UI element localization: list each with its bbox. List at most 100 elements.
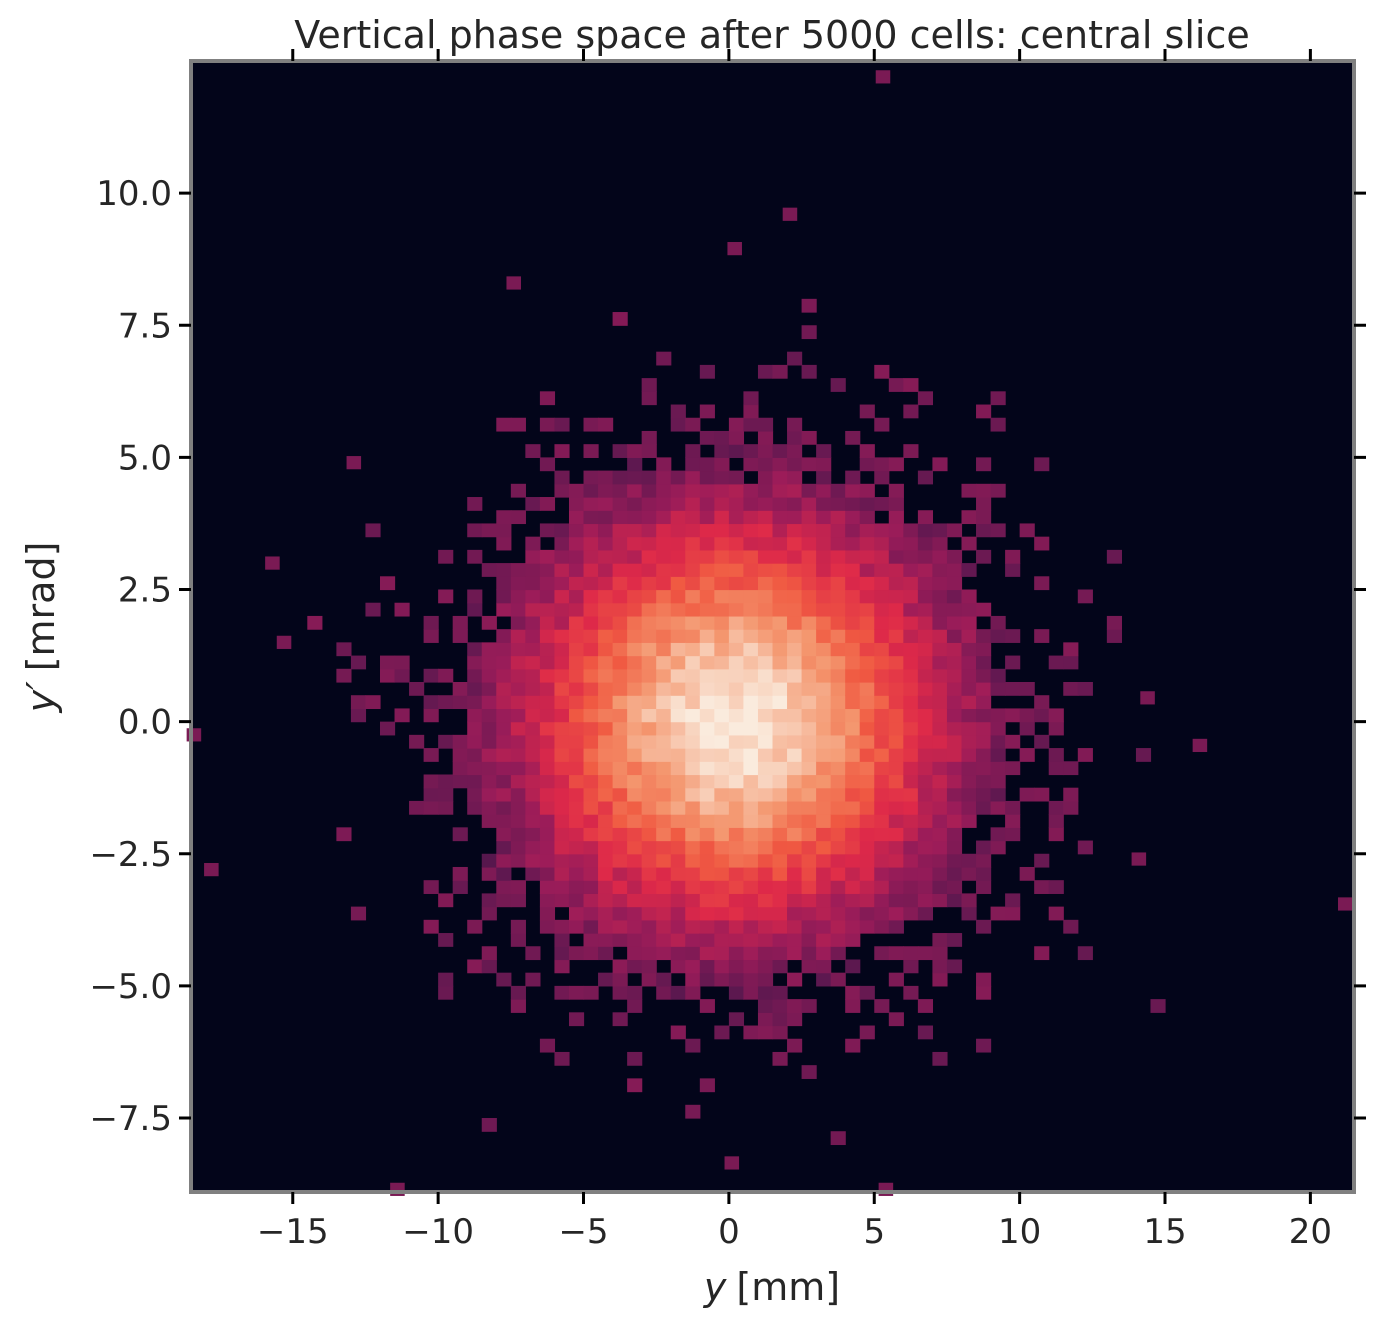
histogram-cell <box>539 893 556 908</box>
histogram-cell <box>670 734 686 749</box>
histogram-cell <box>787 563 803 577</box>
histogram-cell <box>888 629 904 643</box>
histogram-cell <box>757 563 774 577</box>
histogram-cell <box>728 787 745 802</box>
histogram-cell <box>656 510 672 525</box>
histogram-cell <box>525 668 541 683</box>
histogram-cell <box>525 946 541 961</box>
histogram-cell <box>685 800 701 815</box>
histogram-cell <box>350 906 367 921</box>
histogram-cell <box>976 510 992 525</box>
histogram-cell <box>481 721 497 736</box>
histogram-cell <box>801 787 817 802</box>
histogram-cell <box>859 589 875 604</box>
histogram-cell <box>757 523 774 538</box>
histogram-cell <box>714 787 730 802</box>
histogram-cell <box>961 695 977 710</box>
histogram-cell <box>874 761 890 776</box>
histogram-cell <box>859 774 875 789</box>
histogram-cell <box>816 681 832 696</box>
histogram-cell <box>627 708 643 723</box>
histogram-cell <box>903 681 919 696</box>
histogram-cell <box>801 734 817 749</box>
histogram-cell <box>568 523 585 538</box>
histogram-cell <box>743 734 759 749</box>
histogram-cell <box>801 866 817 881</box>
histogram-cell <box>976 457 992 472</box>
histogram-cell <box>932 681 948 696</box>
histogram-cell <box>554 576 570 591</box>
histogram-cell <box>845 549 861 564</box>
histogram-cell <box>787 655 803 670</box>
histogram-cell <box>816 761 832 776</box>
histogram-cell <box>627 985 643 1000</box>
histogram-cell <box>554 629 570 643</box>
histogram-cell <box>714 589 730 604</box>
histogram-cell <box>859 523 875 538</box>
histogram-cell <box>946 893 963 908</box>
histogram-cell <box>787 483 803 498</box>
histogram-cell <box>757 866 774 881</box>
histogram-cell <box>598 563 614 577</box>
histogram-cell <box>714 470 730 485</box>
histogram-cell <box>423 748 439 762</box>
histogram-cell <box>496 814 512 828</box>
histogram-cell <box>481 906 497 921</box>
histogram-cell <box>496 417 512 432</box>
histogram-cell <box>917 827 934 842</box>
histogram-cell <box>845 430 861 445</box>
histogram-cell <box>496 602 512 617</box>
outlier-cell <box>1140 691 1155 705</box>
histogram-cell <box>990 615 1006 630</box>
histogram-cell <box>525 774 541 789</box>
histogram-cell <box>976 602 992 617</box>
histogram-cell <box>583 549 599 564</box>
y-tick-label: 0.0 <box>118 703 172 743</box>
histogram-cell <box>772 668 788 683</box>
histogram-cell <box>714 814 730 828</box>
histogram-cell <box>627 774 643 789</box>
histogram-cell <box>830 946 846 961</box>
histogram-cell <box>554 668 570 683</box>
histogram-cell <box>728 919 745 934</box>
histogram-cell <box>612 761 628 776</box>
histogram-cell <box>743 787 759 802</box>
histogram-cell <box>467 721 483 736</box>
histogram-cell <box>612 642 628 657</box>
histogram-cell <box>467 681 483 696</box>
histogram-cell <box>946 681 963 696</box>
histogram-cell <box>670 483 686 498</box>
histogram-cell <box>728 959 745 974</box>
histogram-cell <box>467 523 483 538</box>
histogram-cell <box>685 893 701 908</box>
histogram-cell <box>888 642 904 657</box>
histogram-cell <box>568 906 585 921</box>
histogram-cell <box>961 681 977 696</box>
histogram-cell <box>539 774 556 789</box>
histogram-cell <box>801 880 817 894</box>
histogram-cell <box>976 853 992 868</box>
histogram-cell <box>699 655 715 670</box>
histogram-cell <box>946 615 963 630</box>
histogram-cell <box>583 919 599 934</box>
histogram-cell <box>670 708 686 723</box>
histogram-cell <box>874 589 890 604</box>
histogram-cell <box>598 919 614 934</box>
histogram-cell <box>568 985 585 1000</box>
histogram-cell <box>656 695 672 710</box>
histogram-cell <box>656 602 672 617</box>
histogram-cell <box>743 800 759 815</box>
histogram-cell <box>903 629 919 643</box>
histogram-cell <box>699 893 715 908</box>
histogram-cell <box>641 906 657 921</box>
histogram-cell <box>816 523 832 538</box>
histogram-cell <box>714 800 730 815</box>
histogram-cell <box>917 999 934 1013</box>
histogram-cell <box>481 642 497 657</box>
histogram-cell <box>743 629 759 643</box>
histogram-cell <box>714 774 730 789</box>
histogram-cell <box>496 840 512 855</box>
histogram-cell <box>1034 708 1050 723</box>
histogram-cell <box>598 972 614 987</box>
histogram-cell <box>714 430 730 445</box>
